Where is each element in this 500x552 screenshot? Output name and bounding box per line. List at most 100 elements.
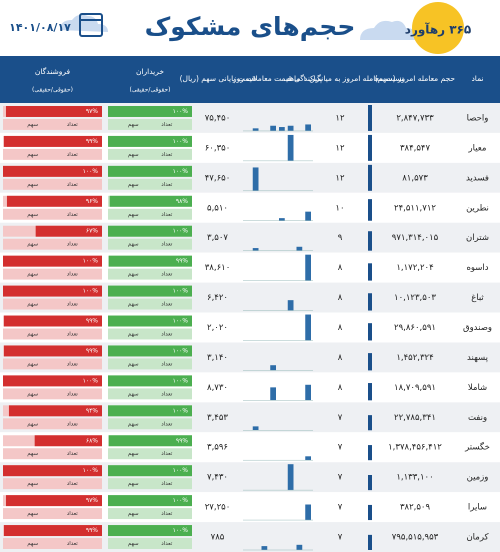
sellers-label: ۹۹%	[86, 138, 98, 145]
cell-label: تعداد	[67, 331, 79, 337]
sellers-track	[3, 538, 102, 549]
cell-label: سهم	[27, 331, 38, 337]
sellers-label: ۶۷%	[86, 228, 98, 235]
cell-label: تعداد	[161, 481, 173, 487]
sellers-track	[3, 148, 102, 160]
cell-label: سهم	[128, 361, 139, 367]
sub-label: (حقوقی/حقیقی)	[32, 87, 73, 94]
price: ۳,۵۹۶	[207, 443, 228, 453]
buyers-bar	[108, 285, 192, 297]
ratio-bar	[368, 164, 372, 191]
volume: ۹۷۱,۳۱۴,۰۱۵	[392, 233, 439, 243]
buyers-bar	[108, 345, 192, 357]
dispersion-bar	[305, 384, 311, 401]
sellers-track	[3, 418, 102, 430]
ratio-label: ۷	[338, 503, 343, 513]
buyers-label: ۱۰۰%	[173, 497, 189, 504]
volume: ۸۱,۵۷۳	[402, 173, 428, 183]
ratio-label: ۸	[338, 383, 343, 393]
cell-label: تعداد	[161, 152, 173, 158]
sellers-label: ۹۹%	[86, 318, 98, 325]
cell-label: تعداد	[67, 302, 79, 308]
volume: ۲۹,۸۶۰,۵۹۱	[394, 323, 436, 333]
cell-label: تعداد	[67, 391, 79, 397]
cell-label: تعداد	[67, 212, 79, 218]
volume: ۱,۴۵۲,۳۲۴	[396, 353, 433, 363]
sellers-track	[3, 478, 102, 490]
dispersion-bar	[252, 248, 259, 251]
ratio-label: ۹	[338, 233, 343, 243]
ratio-label: ۷	[338, 413, 343, 423]
dispersion-bar	[252, 426, 259, 431]
cell-label: سهم	[128, 122, 139, 128]
cell-label: سهم	[128, 242, 139, 248]
dispersion-bar	[287, 134, 294, 161]
ratio-label: ۸	[338, 353, 343, 363]
date: ۱۴۰۱/۰۸/۱۷	[9, 21, 71, 34]
cell-label: سهم	[27, 302, 38, 308]
buyers-track	[108, 508, 192, 520]
cell-label: سهم	[128, 302, 139, 308]
cell-label: سهم	[27, 182, 38, 188]
buyers-track	[108, 538, 192, 549]
sellers-bar	[3, 255, 102, 267]
symbol: شاملا	[468, 383, 487, 393]
sellers-label: ۹۹%	[86, 347, 98, 354]
ratio-bar	[368, 534, 372, 550]
cell-label: سهم	[27, 212, 38, 218]
dispersion-bar	[296, 246, 303, 251]
cell-label: سهم	[27, 361, 38, 367]
price: ۸,۷۳۰	[207, 383, 228, 393]
dispersion-bar	[252, 128, 259, 131]
cell-label: تعداد	[161, 212, 173, 218]
cell-label: تعداد	[161, 421, 173, 427]
calendar-icon	[79, 13, 103, 37]
price: ۴۷,۶۵۰	[205, 173, 231, 183]
cell-label: سهم	[128, 481, 139, 487]
sellers-label: ۱۰۰%	[83, 288, 99, 295]
buyers-bar	[109, 195, 192, 207]
column-header: فروشندگان	[35, 67, 71, 76]
cell-label: سهم	[128, 421, 139, 427]
column-header: قیمت پایانی سهم (ریال)	[180, 74, 256, 83]
cell-label: سهم	[128, 212, 139, 218]
cell-label: تعداد	[67, 182, 79, 188]
sellers-track	[3, 298, 102, 310]
symbol: سایرا	[468, 503, 487, 513]
dispersion-bar	[279, 218, 285, 221]
cell-label: سهم	[128, 272, 139, 278]
dispersion-bar	[279, 127, 285, 131]
volume: ۲۴,۵۱۱,۷۱۲	[394, 203, 436, 213]
symbol: داسوه	[466, 263, 488, 273]
buyers-track	[108, 118, 192, 130]
sellers-bar	[35, 225, 102, 237]
sellers-bar	[3, 465, 102, 477]
sellers-bar	[3, 525, 103, 537]
cell-label: سهم	[27, 541, 38, 547]
cell-label: سهم	[27, 242, 38, 248]
buyers-track	[108, 268, 192, 280]
column-header: نسبت معامله امروز به میانگین ۱ ماهه	[286, 74, 404, 83]
cell-label: تعداد	[67, 152, 79, 158]
ratio-label: ۸	[338, 323, 343, 333]
price: ۳,۱۴۰	[207, 353, 228, 363]
buyers-bar	[108, 405, 192, 417]
sellers-track	[3, 508, 102, 520]
ratio-bar	[368, 134, 372, 161]
dispersion-bar	[305, 456, 311, 461]
dispersion-bar	[305, 504, 311, 521]
buyers-track	[108, 148, 192, 160]
ratio-bar	[368, 353, 372, 371]
buyers-label: ۱۰۰%	[173, 108, 189, 115]
sellers-track	[3, 358, 102, 370]
cell-label: سهم	[128, 391, 139, 397]
cell-label: تعداد	[67, 122, 79, 128]
cell-label: سهم	[27, 451, 38, 457]
sellers-bar	[3, 375, 102, 387]
column-header: پراکندگی قیمت معاملات روز	[232, 74, 322, 83]
buyers-bar	[108, 315, 192, 327]
dispersion-bar	[252, 167, 259, 191]
ratio-label: ۸	[338, 263, 343, 273]
ratio-bar	[368, 293, 372, 311]
cell-label: سهم	[128, 182, 139, 188]
